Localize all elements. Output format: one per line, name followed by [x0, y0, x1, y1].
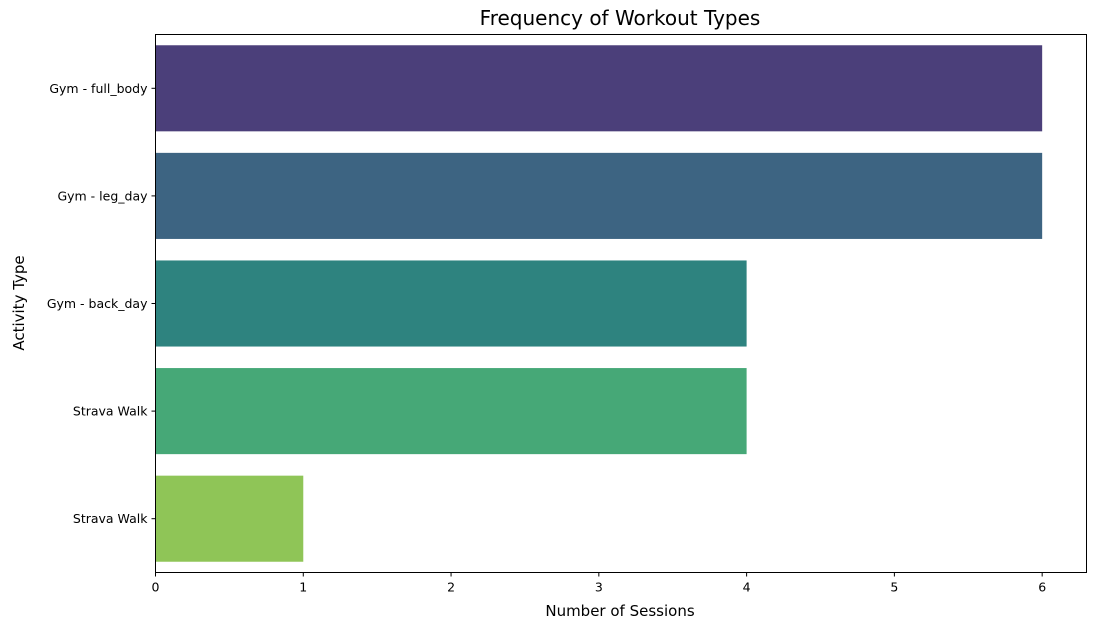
x-tick-label-1: 1 [299, 580, 307, 595]
x-tick-label-4: 4 [743, 580, 751, 595]
x-tick-label-6: 6 [1038, 580, 1046, 595]
y-axis-label: Activity Type [10, 255, 28, 350]
chart-title: Frequency of Workout Types [480, 6, 761, 30]
y-tick-label-1: Gym - leg_day [57, 188, 148, 203]
y-tick-label-3: Strava Walk [73, 404, 148, 419]
y-tick-label-4: Strava Walk [73, 511, 148, 526]
bar-3 [155, 368, 747, 455]
bar-2 [155, 260, 747, 347]
bar-1 [155, 152, 1043, 239]
x-tick-label-5: 5 [890, 580, 898, 595]
x-tick-label-2: 2 [447, 580, 455, 595]
bar-0 [155, 45, 1043, 132]
x-tick-label-0: 0 [152, 580, 160, 595]
x-tick-label-3: 3 [595, 580, 603, 595]
bar-4 [155, 475, 304, 562]
x-axis-label: Number of Sessions [545, 602, 694, 620]
plot-frame [155, 34, 1087, 573]
y-tick-label-2: Gym - back_day [47, 296, 148, 311]
y-tick-label-0: Gym - full_body [49, 81, 148, 96]
